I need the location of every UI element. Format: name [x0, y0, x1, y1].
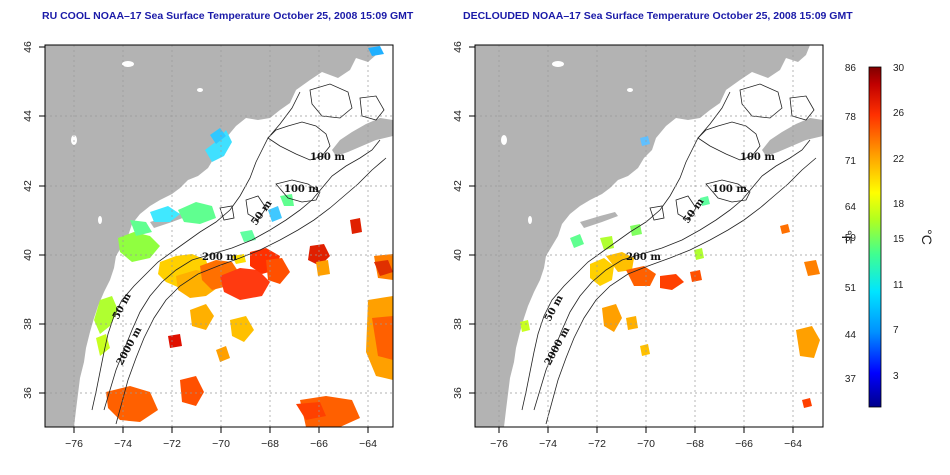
x-tick-label: −68 — [261, 438, 279, 450]
right-sst-patches — [520, 136, 820, 408]
c-tick-label: 30 — [893, 63, 905, 74]
y-tick-label: 40 — [22, 249, 34, 261]
y-tick-label: 42 — [452, 180, 464, 192]
x-tick-label: −66 — [310, 438, 328, 450]
right-y-tick-labels: 46 44 42 40 38 36 — [452, 41, 464, 399]
f-tick-label: 64 — [845, 202, 857, 213]
x-tick-label: −76 — [65, 438, 83, 450]
left-map-panel: 100 m 100 m 50 m 200 m 50 m 2000 m −76 −… — [22, 41, 394, 450]
f-tick-label: 51 — [845, 283, 857, 294]
fahrenheit-unit-label: °F — [839, 230, 855, 244]
x-tick-label: −76 — [490, 438, 508, 450]
right-axis-ticks — [469, 46, 794, 433]
contour-label: 100 m — [284, 184, 319, 195]
right-nova-scotia — [762, 118, 823, 156]
left-land — [45, 45, 380, 427]
right-graticule — [475, 45, 823, 427]
left-contours — [91, 83, 387, 425]
f-tick-label: 78 — [845, 112, 857, 123]
f-tick-label: 37 — [845, 374, 857, 385]
c-tick-label: 15 — [893, 234, 905, 245]
contour-label: 200 m — [626, 252, 661, 263]
c-tick-label: 11 — [893, 280, 904, 291]
c-tick-label: 7 — [893, 325, 899, 336]
left-axis-ticks — [39, 46, 369, 433]
f-tick-label: 86 — [845, 63, 857, 74]
left-sst-patches — [94, 46, 393, 427]
f-tick-label: 59 — [845, 233, 857, 244]
right-land — [475, 45, 810, 427]
y-tick-label: 46 — [22, 41, 34, 53]
y-tick-label: 38 — [22, 318, 34, 330]
celsius-unit-label: °C — [919, 229, 935, 245]
c-tick-label: 22 — [893, 154, 905, 165]
left-y-tick-labels: 46 44 42 40 38 36 — [22, 41, 34, 399]
y-tick-label: 42 — [22, 180, 34, 192]
y-tick-label: 36 — [22, 387, 34, 399]
y-tick-label: 38 — [452, 318, 464, 330]
left-nova-scotia — [332, 118, 393, 156]
x-tick-label: −70 — [212, 438, 230, 450]
colorbar-f-ticks: 86 78 71 64 59 51 44 37 — [845, 63, 857, 385]
x-tick-label: −64 — [784, 438, 802, 450]
c-tick-label: 18 — [893, 199, 905, 210]
y-tick-label: 46 — [452, 41, 464, 53]
y-tick-label: 40 — [452, 249, 464, 261]
y-tick-label: 44 — [452, 110, 464, 122]
c-tick-label: 26 — [893, 108, 905, 119]
x-tick-label: −74 — [539, 438, 557, 450]
x-tick-label: −74 — [114, 438, 132, 450]
left-map-title: RU COOL NOAA–17 Sea Surface Temperature … — [42, 10, 414, 22]
y-tick-label: 44 — [22, 110, 34, 122]
right-map-panel: 100 m 100 m 50 m 200 m 50 m 2000 m −76 −… — [452, 41, 824, 450]
x-tick-label: −72 — [163, 438, 181, 450]
x-tick-label: −72 — [588, 438, 606, 450]
contour-label: 100 m — [740, 152, 775, 163]
right-contours — [521, 83, 817, 425]
y-tick-label: 36 — [452, 387, 464, 399]
x-tick-label: −66 — [735, 438, 753, 450]
left-x-tick-labels: −76 −74 −72 −70 −68 −66 −64 — [65, 438, 377, 450]
colorbar-c-ticks: 30 26 22 18 15 11 7 3 — [893, 63, 905, 382]
right-map-title: DECLOUDED NOAA–17 Sea Surface Temperatur… — [463, 10, 853, 22]
right-map-frame — [474, 44, 824, 428]
f-tick-label: 71 — [845, 156, 857, 167]
f-tick-label: 44 — [845, 330, 857, 341]
contour-label: 200 m — [202, 252, 237, 263]
colorbar-gradient — [868, 66, 882, 408]
right-x-tick-labels: −76 −74 −72 −70 −68 −66 −64 — [490, 438, 802, 450]
c-tick-label: 3 — [893, 371, 899, 382]
left-map-content: 100 m 100 m 50 m 200 m 50 m 2000 m — [45, 45, 393, 427]
x-tick-label: −70 — [637, 438, 655, 450]
left-map-frame — [44, 44, 394, 428]
right-long-island — [580, 212, 618, 228]
contour-label: 100 m — [310, 152, 345, 163]
contour-label: 100 m — [712, 184, 747, 195]
x-tick-label: −64 — [359, 438, 377, 450]
colorbar: 86 78 71 64 59 51 44 37 30 26 22 18 15 1… — [839, 63, 935, 408]
x-tick-label: −68 — [686, 438, 704, 450]
left-graticule — [45, 45, 393, 427]
